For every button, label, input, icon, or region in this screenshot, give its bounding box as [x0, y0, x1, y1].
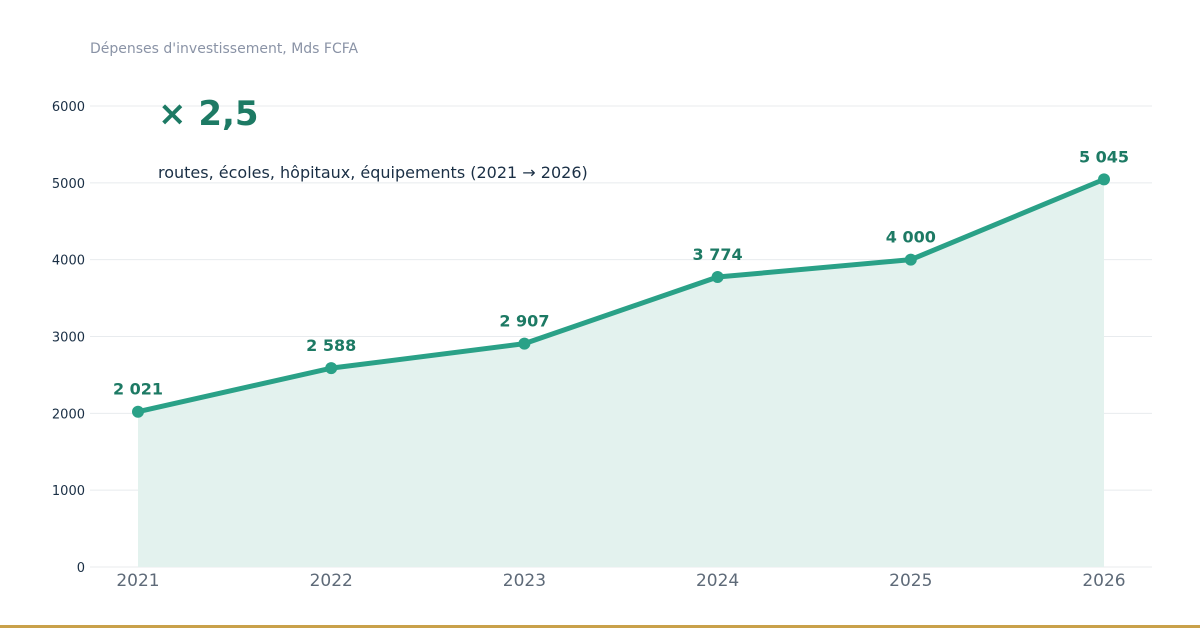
data-point	[904, 253, 917, 266]
x-tick-label: 2026	[1082, 571, 1125, 591]
data-point	[518, 337, 531, 350]
y-tick-label: 2000	[52, 407, 85, 422]
series-line	[135, 176, 1107, 415]
chart-caption: routes, écoles, hôpitaux, équipements (2…	[158, 163, 588, 182]
chart-subtitle: Dépenses d'investissement, Mds FCFA	[90, 41, 359, 57]
bottom-rule	[0, 625, 1200, 628]
data-point	[711, 271, 724, 284]
y-tick-label: 5000	[52, 177, 85, 192]
x-tick-label: 2021	[116, 571, 159, 591]
data-label: 4 000	[886, 228, 936, 247]
data-label: 5 045	[1079, 147, 1129, 166]
data-label: 3 774	[693, 245, 743, 264]
area-fill	[138, 179, 1104, 567]
data-point	[132, 405, 144, 418]
x-tick-label: 2022	[310, 571, 353, 591]
growth-factor: × 2,5	[158, 94, 259, 134]
x-tick-label: 2025	[889, 571, 932, 591]
x-tick-label: 2023	[503, 571, 546, 591]
data-label: 2 021	[113, 380, 163, 399]
y-tick-label: 3000	[52, 331, 85, 346]
y-tick-label: 4000	[52, 254, 85, 269]
data-point	[325, 362, 338, 375]
data-label: 2 588	[306, 336, 356, 355]
data-point	[1098, 173, 1110, 186]
y-tick-label: 1000	[52, 484, 85, 499]
x-tick-label: 2024	[696, 571, 739, 591]
y-tick-label: 6000	[52, 100, 85, 115]
data-label: 2 907	[499, 312, 549, 331]
y-tick-label: 0	[77, 561, 85, 576]
